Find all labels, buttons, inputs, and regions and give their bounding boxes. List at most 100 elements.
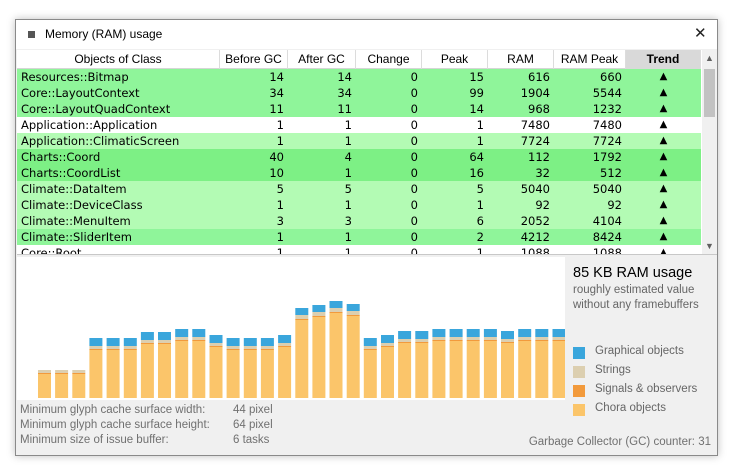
bar-segment-strings [260,346,274,349]
column-header-name[interactable]: Objects of Class [17,50,220,69]
trend-up-icon: ▲ [659,247,668,255]
trend-up-icon: ▲ [659,87,668,98]
column-header-rampeak[interactable]: RAM Peak [554,50,626,69]
bar-segment-chora [38,374,51,398]
bar-segment-strings [226,346,240,349]
bar-segment-signals [449,340,463,341]
ram-usage-title: 85 KB RAM usage [573,265,693,281]
scroll-thumb[interactable] [704,69,715,117]
cell-after: 14 [337,70,352,84]
bar-segment-chora [535,341,549,398]
cell-before: 3 [276,214,284,228]
cell-change: 0 [410,182,418,196]
memory-usage-window: Memory (RAM) usage ✕ Objects of Class Bef… [15,19,718,456]
cell-change: 0 [410,198,418,212]
cell-change: 0 [410,134,418,148]
cell-ram: 1088 [520,246,550,255]
cell-peak: 14 [469,102,484,116]
bar-segment-graphical [123,338,137,346]
cell-ram: 7724 [520,134,550,148]
cell-ram: 32 [535,166,550,180]
cell-before: 14 [269,70,284,84]
bar-segment-strings [518,337,532,340]
vertical-scrollbar[interactable]: ▲ ▼ [702,50,717,254]
cell-rampeak: 92 [607,198,622,212]
cell-name: Application::ClimaticScreen [21,134,180,148]
bar-segment-strings [346,311,360,315]
cell-before: 1 [276,230,284,244]
cell-after: 34 [337,86,352,100]
bar-segment-chora [209,347,223,398]
cell-peak: 6 [476,214,484,228]
table-row[interactable]: Application::Application 1 1 0 1 7480 7480 ▲ [17,117,701,133]
bar-segment-signals [346,315,360,316]
close-icon: ✕ [694,25,707,42]
bar-segment-strings [140,340,154,343]
bar-segment-signals [518,340,532,341]
bar-segment-signals [415,342,429,343]
bar-segment-strings [535,337,549,340]
bar-segment-graphical [89,338,103,346]
bar-segment-signals [432,340,446,341]
bar-segment-signals [226,349,240,350]
cell-rampeak: 8424 [592,230,622,244]
bar-segment-signals [260,349,274,350]
scroll-up-icon[interactable]: ▲ [705,53,714,63]
table-row[interactable]: Core::LayoutQuadContext 11 11 0 14 968 1232 ▲ [17,101,701,117]
bar-segment-chora [363,350,377,398]
title-bar[interactable]: Memory (RAM) usage ✕ [16,20,717,49]
bar-segment-graphical [106,338,120,346]
bar-segment-signals [535,340,549,341]
bar-segment-graphical [226,338,240,346]
bar-segment-signals [278,346,292,347]
cell-after: 1 [344,166,352,180]
table-row[interactable]: Core::LayoutContext 34 34 0 99 1904 5544 ▲ [17,85,701,101]
bar-segment-graphical [312,305,326,312]
bar-segment-chora [466,341,480,398]
legend-label: Chora objects [595,402,666,414]
table-row[interactable]: Application::ClimaticScreen 1 1 0 1 7724 7724 ▲ [17,133,701,149]
column-header-trend[interactable]: Trend [626,50,701,69]
cell-rampeak: 1232 [592,102,622,116]
table-row[interactable]: Climate::SliderItem 1 1 0 2 4212 8424 ▲ [17,229,701,245]
close-button[interactable]: ✕ [683,20,717,49]
table-row[interactable]: Climate::DataItem 5 5 0 5 5040 5040 ▲ [17,181,701,197]
table-row[interactable]: Climate::DeviceClass 1 1 0 1 92 92 ▲ [17,197,701,213]
table-row[interactable]: Climate::MenuItem 3 3 0 6 2052 4104 ▲ [17,213,701,229]
table-row[interactable]: Charts::Coord 40 4 0 64 112 1792 ▲ [17,149,701,165]
scroll-down-icon[interactable]: ▼ [705,241,714,251]
info-value: 64 pixel [233,419,273,431]
info-value: 44 pixel [233,404,273,416]
bar-segment-signals [466,340,480,341]
ram-usage-subtitle-line2: without any framebuffers [573,299,699,311]
table-row[interactable]: Resources::Bitmap 14 14 0 15 616 660 ▲ [17,69,701,85]
cell-rampeak: 1088 [592,246,622,255]
bar-segment-chora [175,341,189,398]
bar-segment-chora [123,350,137,398]
bar-segment-strings [295,315,309,319]
table-row[interactable]: Charts::CoordList 10 1 0 16 32 512 ▲ [17,165,701,181]
cell-change: 0 [410,246,418,255]
bar-segment-chora [192,341,206,398]
cell-name: Climate::MenuItem [21,214,131,228]
cell-before: 40 [269,150,284,164]
trend-up-icon: ▲ [659,103,668,114]
column-header-after[interactable]: After GC [288,50,356,69]
bar-segment-graphical [483,329,497,337]
bar-segment-chora [158,344,171,398]
bar-segment-graphical [140,332,154,340]
bar-segment-signals [329,312,343,313]
column-header-ram[interactable]: RAM [488,50,554,69]
bar-segment-chora [243,350,257,398]
bar-segment-strings [55,370,69,373]
cell-name: Climate::DataItem [21,182,127,196]
column-header-change[interactable]: Change [356,50,422,69]
column-header-before[interactable]: Before GC [220,50,288,69]
table-row[interactable]: Core::Root 1 1 0 1 1088 1088 ▲ [17,245,701,255]
column-header-peak[interactable]: Peak [422,50,488,69]
cell-before: 10 [269,166,284,180]
cell-peak: 15 [469,70,484,84]
ram-chart-panel: 85 KB RAM usage roughly estimated value … [17,257,717,416]
bar-segment-strings [329,308,343,312]
bar-segment-signals [38,373,51,374]
